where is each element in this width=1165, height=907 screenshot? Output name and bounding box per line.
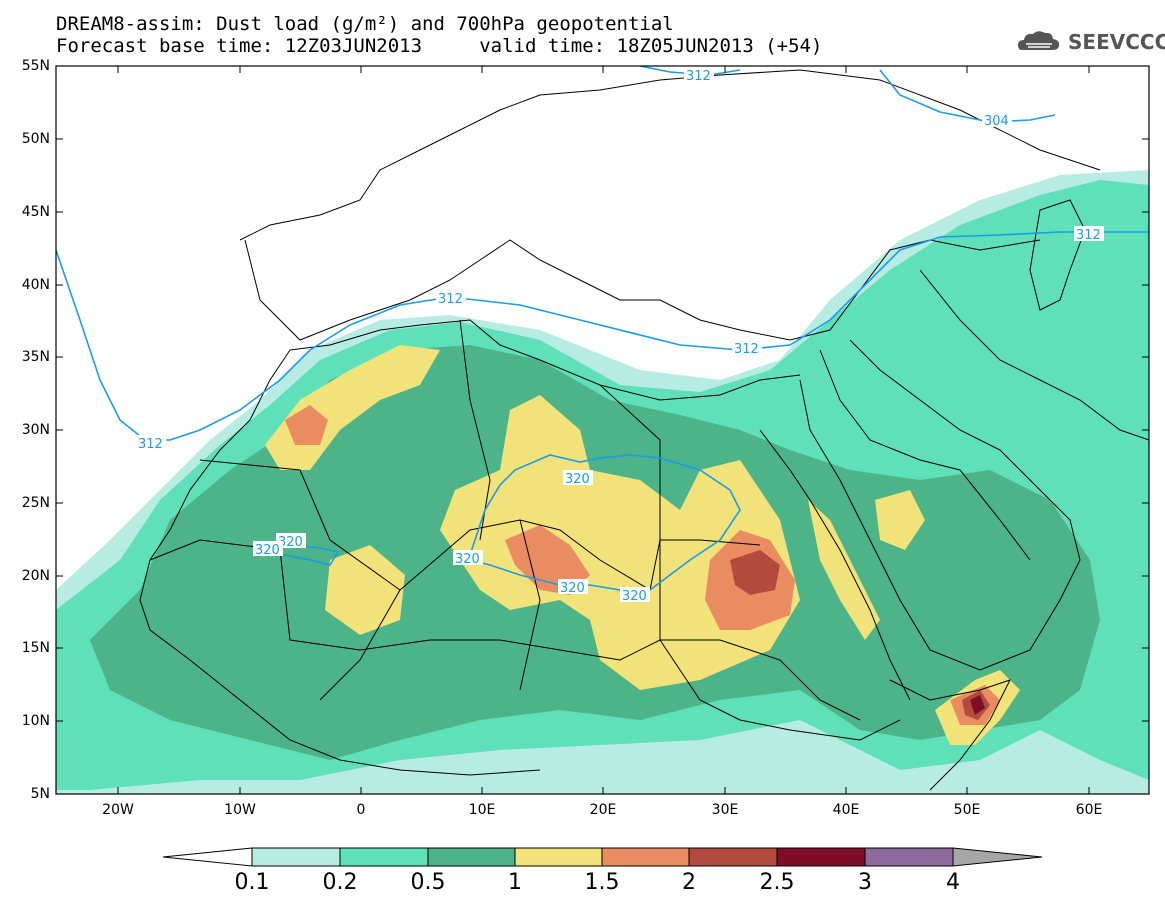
lon-label: 20E (589, 802, 617, 818)
contour-label: 320 (560, 581, 585, 596)
map-subtitle: Forecast base time: 12Z03JUN2013 valid t… (56, 35, 823, 57)
colorbar-label: 1 (508, 870, 522, 895)
coastline-europe (239, 69, 1101, 241)
colorbar-swatch (251, 847, 341, 867)
lon-label: 20W (102, 802, 134, 818)
contour-label: 320 (565, 472, 590, 487)
lat-label: 15N (21, 640, 50, 656)
colorbar-label: 2.5 (759, 870, 795, 895)
lat-label: 5N (30, 786, 50, 802)
dust-band-1.0 (440, 395, 800, 690)
colorbar-label: 0.5 (410, 870, 446, 895)
lon-label: 40E (832, 802, 860, 818)
lat-label: 55N (21, 58, 50, 74)
lon-label: 10W (224, 802, 256, 818)
colorbar-label: 0.2 (322, 870, 358, 895)
coastline-red-sea (759, 429, 911, 701)
lon-label: 50E (953, 802, 981, 818)
lat-label: 20N (21, 568, 50, 584)
contour-label: 320 (255, 543, 280, 558)
contour-label: 312 (1076, 228, 1101, 243)
lat-label: 10N (21, 713, 50, 729)
border-middle-east (819, 349, 1031, 561)
border-sahara-1 (199, 459, 761, 591)
colorbar-swatch (601, 847, 690, 867)
contour-label: 320 (622, 589, 647, 604)
contour-label: 320 (455, 552, 480, 567)
contour-label: 312 (138, 437, 163, 452)
colorbar-swatch (427, 847, 516, 867)
colorbar-high-arrow (952, 847, 1043, 867)
dust-band-3.0 (970, 695, 985, 715)
lat-label: 30N (21, 422, 50, 438)
border-iran (919, 269, 1149, 441)
dust-band-1.0 (808, 500, 880, 640)
dust-band-2.0 (730, 550, 780, 595)
colorbar-swatch (864, 847, 954, 867)
coastline-mediterranean-north (244, 239, 1041, 341)
lat-label: 50N (21, 131, 50, 147)
coastline-africa-west (139, 349, 541, 776)
colorbar-swatch (514, 847, 603, 867)
colorbar (162, 847, 1043, 867)
colorbar-label: 3 (858, 870, 872, 895)
seevccc-logo-text: SEEVCCC (1068, 30, 1165, 54)
border-sahara-2 (319, 319, 661, 701)
colorbar-low-arrow (162, 847, 253, 867)
colorbar-swatch (688, 847, 778, 867)
colorbar-label: 4 (946, 870, 960, 895)
lon-label: 30E (711, 802, 739, 818)
contour-label: 304 (984, 114, 1009, 129)
geopotential-contour-304 (879, 69, 1056, 123)
colorbar-label: 0.1 (234, 870, 270, 895)
colorbar-swatch (776, 847, 866, 867)
lat-label: 40N (21, 277, 50, 293)
lat-label: 35N (21, 349, 50, 365)
caspian-sea (1029, 199, 1086, 311)
contour-label: 312 (686, 69, 711, 84)
dust-band-1.5 (505, 525, 590, 595)
lon-tick-marks (117, 66, 1090, 794)
colorbar-label: 1.5 (584, 870, 620, 895)
lon-label: 0 (356, 802, 366, 818)
border-east-africa (659, 639, 901, 741)
coastline-horn-of-africa (889, 679, 1011, 791)
lon-label: 60E (1075, 802, 1103, 818)
lat-tick-marks (56, 65, 1149, 795)
map-title: DREAM8-assim: Dust load (g/m²) and 700hP… (56, 13, 674, 35)
contour-label: 312 (734, 342, 759, 357)
colorbar-label: 2 (682, 870, 696, 895)
contour-label: 312 (438, 292, 463, 307)
border-sahel (149, 539, 861, 721)
lon-label: 10E (468, 802, 496, 818)
colorbar-swatch (339, 847, 429, 867)
lat-label: 45N (21, 204, 50, 220)
coastline-arabia (799, 339, 1081, 671)
coastline-africa-north (289, 319, 801, 401)
contour-label: 320 (278, 535, 303, 550)
dust-band-1.0 (875, 490, 925, 550)
cloud-logo-icon (1018, 31, 1060, 50)
dust-band-1.5 (285, 405, 328, 445)
dust-band-1.0 (325, 545, 405, 635)
lat-label: 25N (21, 495, 50, 511)
